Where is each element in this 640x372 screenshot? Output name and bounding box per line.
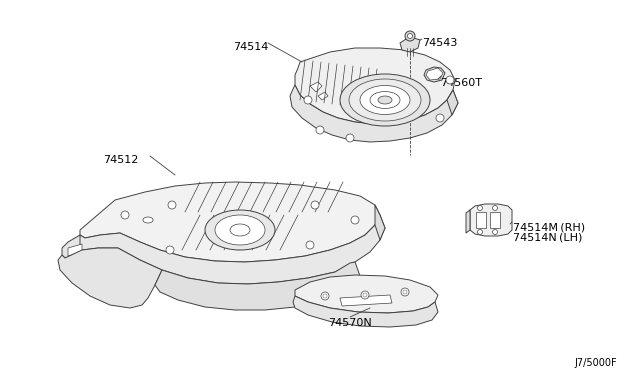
Text: J7/5000F: J7/5000F: [574, 358, 617, 368]
Text: 74514M (RH): 74514M (RH): [513, 222, 585, 232]
Ellipse shape: [360, 86, 410, 115]
Circle shape: [477, 205, 483, 211]
Ellipse shape: [205, 210, 275, 250]
Circle shape: [121, 211, 129, 219]
Circle shape: [168, 201, 176, 209]
Ellipse shape: [340, 74, 430, 126]
Polygon shape: [155, 262, 360, 310]
Circle shape: [316, 126, 324, 134]
Ellipse shape: [349, 79, 421, 121]
Polygon shape: [62, 235, 82, 258]
Circle shape: [361, 291, 369, 299]
Polygon shape: [290, 85, 458, 142]
Polygon shape: [58, 248, 162, 308]
Text: 74570N: 74570N: [328, 318, 372, 328]
Polygon shape: [68, 244, 82, 256]
Circle shape: [351, 216, 359, 224]
Circle shape: [323, 294, 327, 298]
Polygon shape: [447, 90, 458, 115]
Text: 74514: 74514: [232, 42, 268, 52]
Circle shape: [304, 96, 312, 104]
Polygon shape: [490, 212, 500, 228]
Circle shape: [436, 114, 444, 122]
Circle shape: [493, 205, 497, 211]
Circle shape: [401, 288, 409, 296]
Polygon shape: [340, 295, 392, 306]
Polygon shape: [68, 254, 82, 266]
Circle shape: [346, 134, 354, 142]
Circle shape: [493, 230, 497, 234]
Polygon shape: [80, 182, 380, 262]
Text: 74514N (LH): 74514N (LH): [513, 233, 582, 243]
Polygon shape: [466, 210, 470, 233]
Circle shape: [321, 292, 329, 300]
Ellipse shape: [215, 215, 265, 245]
Circle shape: [446, 76, 454, 84]
Circle shape: [306, 241, 314, 249]
Polygon shape: [310, 82, 322, 92]
Text: 74543: 74543: [422, 38, 458, 48]
Polygon shape: [426, 68, 443, 80]
Circle shape: [166, 246, 174, 254]
Circle shape: [403, 290, 407, 294]
Circle shape: [363, 293, 367, 297]
Text: 74512: 74512: [103, 155, 138, 165]
Circle shape: [477, 230, 483, 234]
Text: 74560T: 74560T: [440, 78, 482, 88]
Polygon shape: [68, 264, 82, 276]
Polygon shape: [476, 212, 486, 228]
Ellipse shape: [378, 96, 392, 104]
Circle shape: [311, 201, 319, 209]
Polygon shape: [293, 296, 438, 327]
Polygon shape: [424, 67, 445, 82]
Circle shape: [408, 33, 413, 38]
Ellipse shape: [230, 224, 250, 236]
Polygon shape: [470, 204, 512, 236]
Circle shape: [405, 31, 415, 41]
Ellipse shape: [143, 217, 153, 223]
Polygon shape: [318, 92, 328, 100]
Polygon shape: [295, 48, 455, 124]
Polygon shape: [78, 215, 385, 284]
Polygon shape: [295, 275, 438, 313]
Ellipse shape: [370, 92, 400, 109]
Polygon shape: [400, 38, 420, 52]
Polygon shape: [375, 205, 385, 240]
